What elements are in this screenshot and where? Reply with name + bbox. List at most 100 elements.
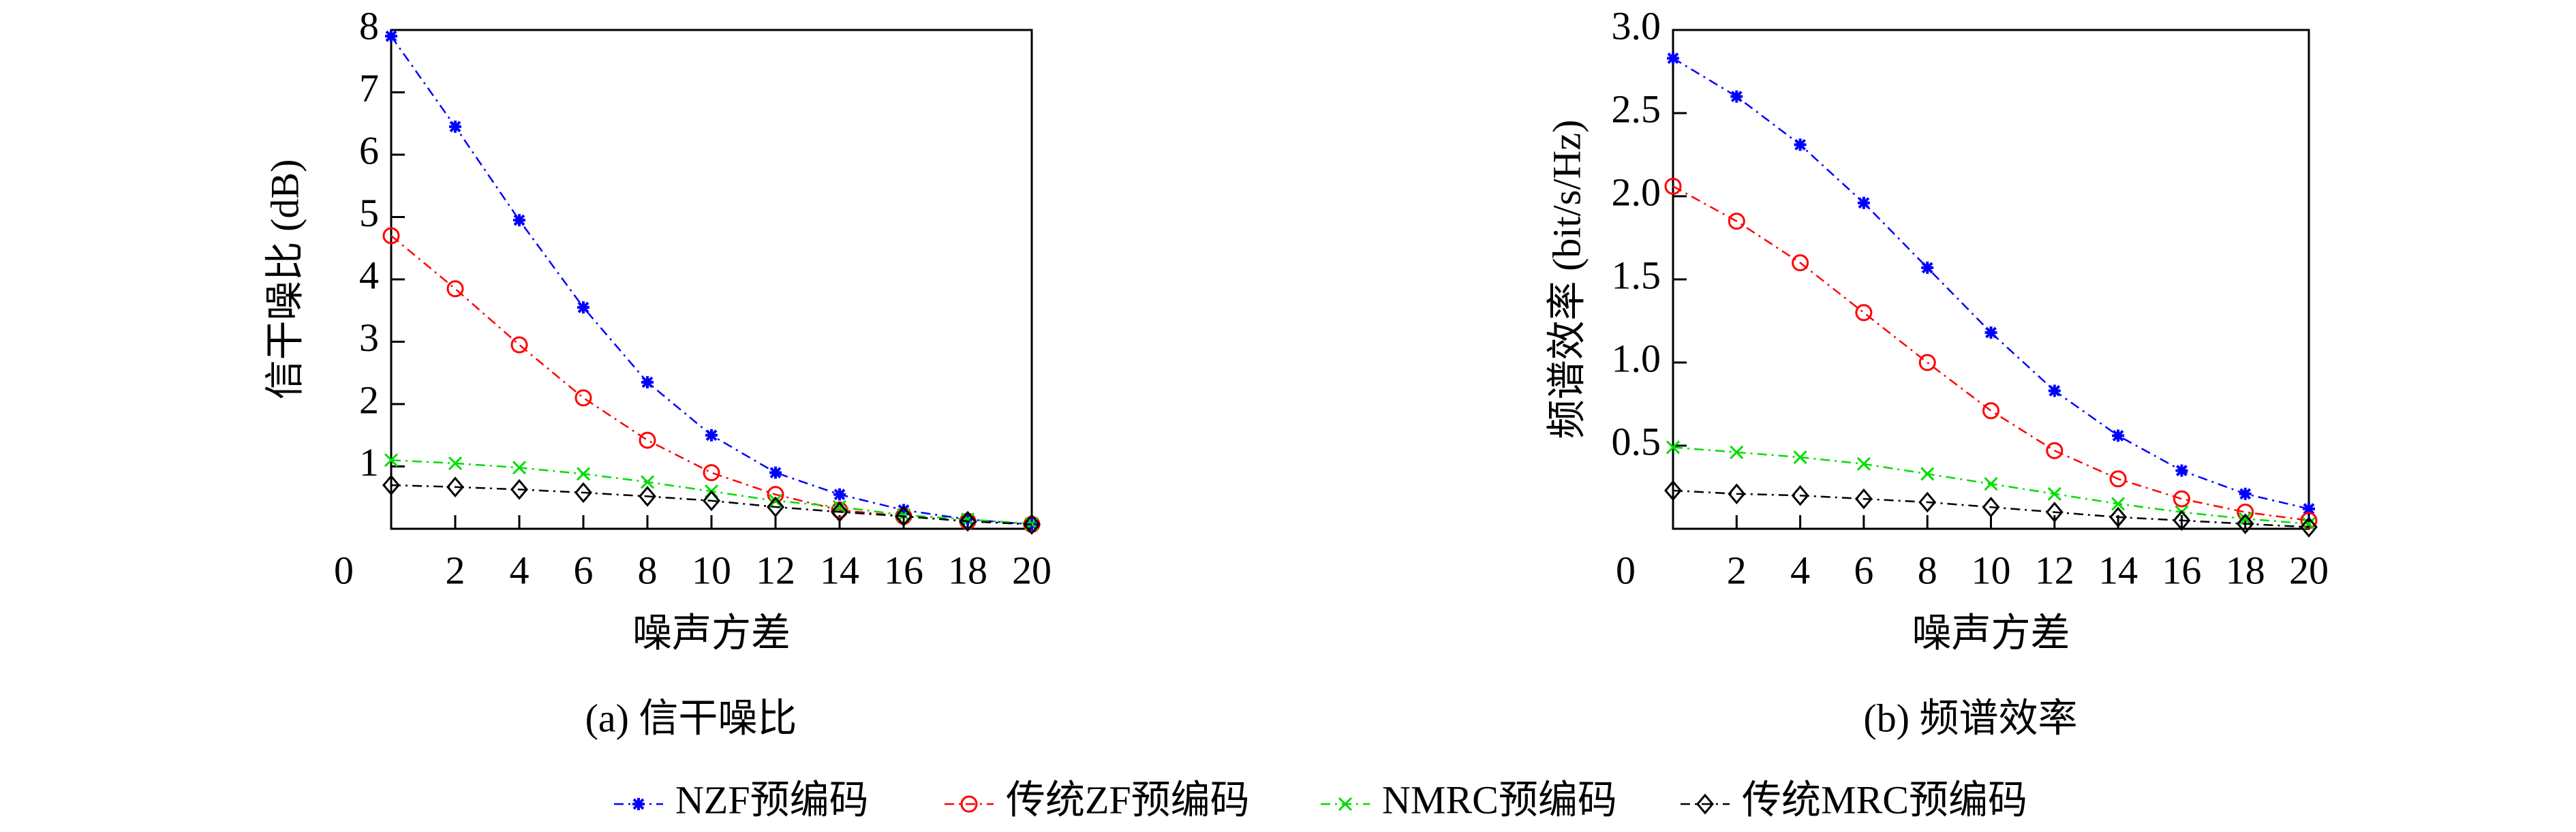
x-tick-label: 8 (638, 548, 658, 592)
marker (639, 486, 656, 507)
y-axis-label: 信干噪比 (dB) (262, 159, 307, 400)
marker (510, 479, 528, 500)
marker (2300, 512, 2318, 529)
marker (1982, 496, 2000, 518)
y-tick-label: 1.0 (1612, 336, 1661, 380)
marker (1918, 354, 1936, 371)
marker (576, 467, 591, 481)
marker (1023, 514, 1041, 535)
legend-marker (632, 798, 645, 810)
marker (959, 510, 977, 532)
y-tick-label: 0.5 (1612, 419, 1661, 463)
marker (1984, 477, 1998, 491)
marker (1982, 402, 1999, 420)
y-tick-label: 5 (359, 191, 379, 235)
y-tick-label: 1 (359, 440, 379, 484)
y-tick-label: 6 (359, 128, 379, 172)
series-line (1672, 446, 2310, 525)
marker (1984, 326, 1997, 339)
y-tick-label: 1.5 (1612, 253, 1661, 297)
marker (2238, 512, 2252, 526)
marker (448, 456, 463, 470)
x-tick-label: 2 (446, 548, 465, 592)
y-tick-label: 2.0 (1612, 170, 1661, 214)
marker (1793, 450, 1807, 465)
marker (382, 474, 400, 496)
marker (446, 476, 464, 498)
marker (446, 280, 464, 298)
marker (1856, 457, 1871, 471)
legend-marker (960, 795, 978, 813)
y-tick-label: 3 (359, 315, 379, 360)
marker (1920, 467, 1935, 481)
marker (2239, 487, 2252, 500)
plot-frame (1672, 29, 2310, 530)
x-tick-label: 20 (2289, 548, 2329, 592)
y-axis-label: 频谱效率 (bit/s/Hz) (1544, 120, 1589, 440)
legend-label: 传统MRC预编码 (1742, 777, 2027, 822)
y-tick-label: 4 (359, 253, 379, 297)
legend-label: NMRC预编码 (1382, 777, 1617, 822)
marker (2173, 510, 2191, 531)
y-tick-label: 7 (359, 66, 379, 110)
marker (2300, 517, 2318, 538)
marker (1666, 440, 1681, 454)
marker (2047, 487, 2061, 501)
y-tick-label: 0 (334, 548, 354, 592)
x-tick-label: 14 (820, 548, 859, 592)
marker (2112, 429, 2125, 442)
x-tick-label: 16 (2162, 548, 2201, 592)
series-line (1672, 57, 2310, 510)
marker (577, 301, 589, 314)
marker (640, 475, 655, 489)
caption: (a) 信干噪比 (585, 696, 797, 740)
marker (1857, 196, 1870, 209)
marker (895, 506, 913, 527)
x-axis-label: 噪声方差 (632, 611, 791, 655)
x-tick-label: 10 (1972, 548, 2011, 592)
plot-frame (390, 29, 1033, 530)
legend-marker (1696, 793, 1714, 815)
marker (898, 504, 910, 517)
x-tick-label: 2 (1727, 548, 1747, 592)
legend-label: NZF预编码 (675, 777, 869, 822)
marker (513, 214, 525, 227)
marker (831, 501, 848, 523)
y-tick-label: 2 (359, 378, 379, 422)
series-line (390, 484, 1032, 525)
marker (2111, 497, 2126, 511)
marker (382, 227, 400, 245)
x-tick-label: 4 (1790, 548, 1810, 592)
marker (1667, 52, 1679, 65)
marker (2045, 502, 2064, 523)
marker (449, 120, 461, 133)
marker (1728, 213, 1745, 230)
x-tick-label: 14 (2098, 548, 2138, 592)
marker (574, 389, 592, 407)
marker (769, 466, 782, 479)
marker (385, 30, 397, 43)
marker (2303, 502, 2315, 515)
y-tick-label: 3.0 (1612, 3, 1661, 48)
marker (2301, 517, 2316, 531)
series-line (390, 35, 1032, 525)
marker (1664, 177, 1682, 195)
marker (2175, 464, 2188, 477)
marker (1664, 480, 1682, 502)
marker (2109, 506, 2128, 528)
marker (1792, 254, 1809, 272)
x-tick-label: 12 (2035, 548, 2074, 592)
marker (510, 336, 528, 354)
marker (2236, 513, 2254, 535)
marker (768, 493, 783, 508)
series-line (1672, 185, 2310, 522)
marker (1730, 90, 1743, 103)
marker (703, 490, 720, 512)
marker (767, 496, 784, 518)
x-tick-label: 10 (692, 548, 731, 592)
marker (1854, 488, 1873, 510)
marker (1921, 261, 1934, 274)
x-tick-label: 8 (1918, 548, 1937, 592)
caption: (b) 频谱效率 (1863, 696, 2077, 740)
